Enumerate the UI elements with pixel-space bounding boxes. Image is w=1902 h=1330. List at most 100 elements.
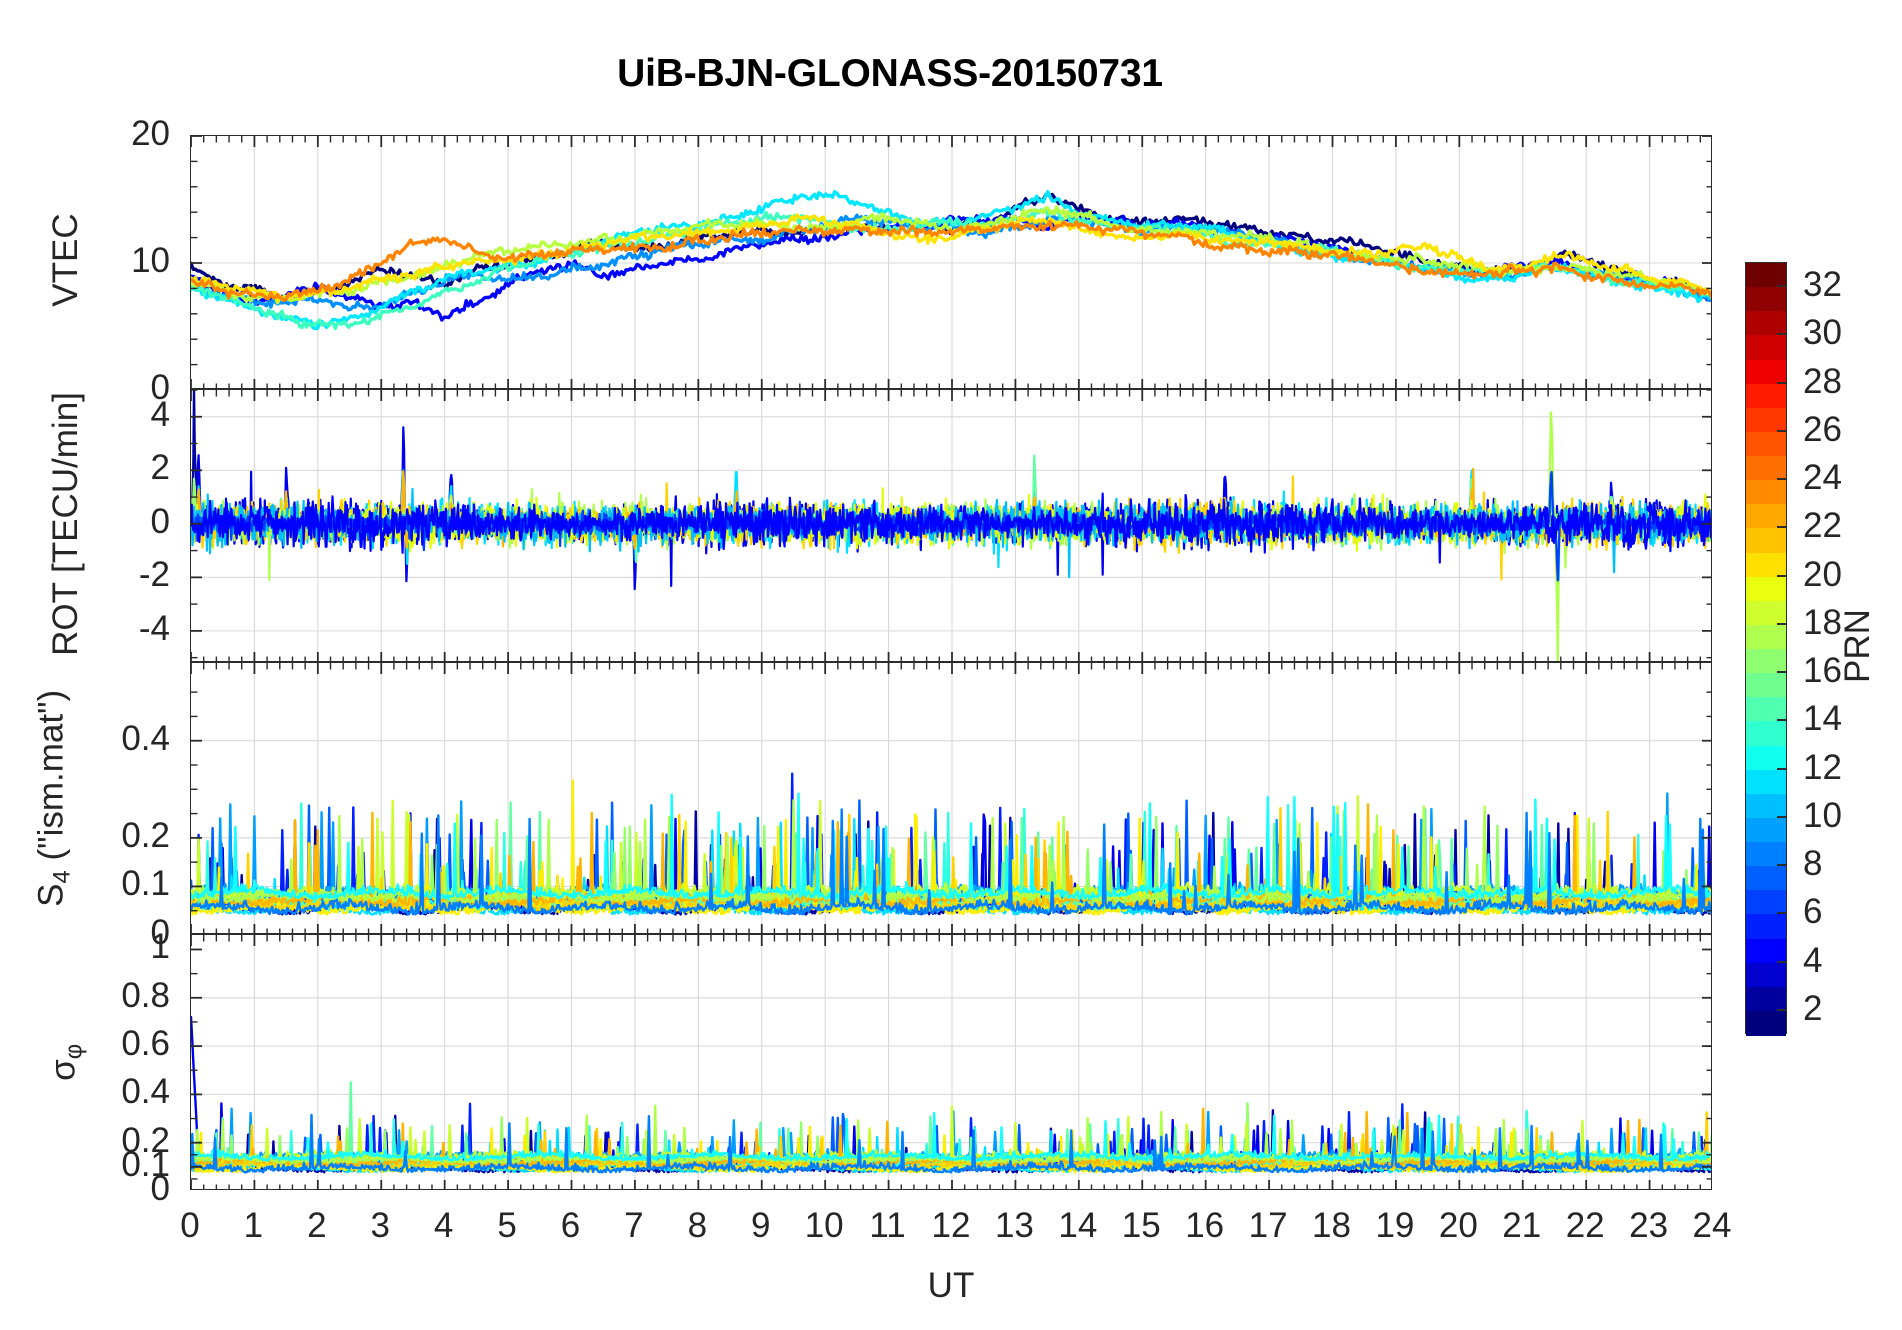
x-axis-label: UT (927, 1266, 975, 1305)
colorbar-swatch-11 (1746, 528, 1786, 554)
colorbar-tick-label-4: 24 (1803, 458, 1842, 498)
colorbar-tick-mark-0 (1777, 285, 1787, 288)
colorbar-swatch-27 (1746, 914, 1786, 940)
x-tick-label-12: 12 (931, 1206, 971, 1245)
y-tick-label-rot-0: 4 (150, 394, 170, 434)
colorbar-tick-mark-2 (1777, 381, 1787, 384)
y-axis-label-s4: S4 ("ism.mat") (31, 689, 76, 907)
figure-title: UiB-BJN-GLONASS-20150731 (617, 52, 1163, 95)
colorbar-tick-mark-13 (1777, 912, 1787, 915)
colorbar-swatch-3 (1746, 335, 1786, 361)
colorbar-label: PRN (1838, 609, 1877, 683)
colorbar-swatch-19 (1746, 721, 1786, 747)
y-tick-label-s4-2: 0.1 (121, 864, 170, 904)
y-axis-label-sigmaphi: σφ (43, 1043, 88, 1081)
colorbar-tick-mark-3 (1777, 429, 1787, 432)
colorbar-swatch-20 (1746, 745, 1786, 771)
colorbar-tick-mark-12 (1777, 864, 1787, 867)
x-tick-label-5: 5 (497, 1206, 517, 1245)
colorbar-tick-mark-9 (1777, 719, 1787, 722)
colorbar-tick-mark-4 (1777, 478, 1787, 481)
colorbar-tick-label-12: 8 (1803, 844, 1823, 884)
colorbar-swatch-17 (1746, 673, 1786, 698)
y-tick-label-s4-1: 0.2 (121, 815, 170, 855)
colorbar-swatch-28 (1746, 938, 1786, 964)
colorbar-swatch-23 (1746, 817, 1786, 843)
x-tick-label-1: 1 (243, 1206, 264, 1245)
colorbar-tick-label-5: 22 (1803, 506, 1842, 546)
colorbar-tick-mark-14 (1777, 960, 1787, 963)
colorbar-swatch-24 (1746, 842, 1786, 867)
y-tick-label-sigmaphi-4: 0.2 (121, 1120, 170, 1160)
colorbar-tick-mark-1 (1777, 333, 1787, 336)
x-tick-label-17: 17 (1248, 1206, 1288, 1245)
colorbar-swatch-4 (1746, 359, 1786, 385)
colorbar-tick-label-14: 4 (1803, 940, 1823, 980)
x-tick-label-6: 6 (560, 1206, 581, 1245)
colorbar-tick-mark-5 (1777, 526, 1787, 529)
colorbar[interactable] (1745, 262, 1787, 1036)
x-tick-label-24: 24 (1692, 1206, 1732, 1245)
subplot-canvas-vtec (191, 136, 1711, 388)
colorbar-tick-mark-15 (1777, 1008, 1787, 1011)
colorbar-swatch-29 (1746, 962, 1786, 988)
subplot-canvas-s4 (191, 663, 1711, 933)
colorbar-swatch-2 (1746, 311, 1786, 337)
y-tick-label-sigmaphi-6: 0 (150, 1169, 170, 1208)
colorbar-swatch-5 (1746, 383, 1786, 409)
colorbar-tick-label-10: 12 (1803, 747, 1842, 787)
y-tick-label-rot-4: -4 (138, 608, 170, 648)
y-tick-label-s4-3: 0 (150, 913, 170, 952)
colorbar-swatch-10 (1746, 504, 1786, 530)
colorbar-tick-label-6: 20 (1803, 554, 1842, 594)
colorbar-tick-mark-7 (1777, 622, 1787, 625)
x-tick-label-16: 16 (1185, 1206, 1225, 1245)
colorbar-tick-label-3: 26 (1803, 409, 1842, 449)
y-axis-label-vtec: VTEC (46, 213, 85, 307)
x-tick-label-18: 18 (1312, 1206, 1351, 1245)
colorbar-swatch-8 (1746, 456, 1786, 481)
y-tick-label-sigmaphi-0: 1 (150, 927, 170, 967)
y-axis-label-rot: ROT [TECU/min] (46, 391, 85, 656)
x-tick-label-22: 22 (1565, 1206, 1605, 1245)
subplot-s4[interactable] (190, 662, 1712, 934)
colorbar-tick-label-1: 30 (1803, 313, 1842, 353)
x-tick-label-4: 4 (433, 1206, 454, 1245)
colorbar-swatch-22 (1746, 793, 1786, 819)
colorbar-swatch-21 (1746, 769, 1786, 795)
colorbar-swatch-26 (1746, 890, 1786, 916)
colorbar-swatch-9 (1746, 480, 1786, 505)
y-tick-label-rot-2: 0 (150, 501, 170, 541)
x-tick-label-23: 23 (1629, 1206, 1669, 1245)
colorbar-swatch-7 (1746, 431, 1786, 457)
y-tick-label-vtec-2: 0 (150, 368, 170, 407)
colorbar-tick-label-9: 14 (1803, 699, 1842, 739)
subplot-vtec[interactable] (190, 135, 1712, 389)
colorbar-tick-label-13: 6 (1803, 892, 1823, 932)
x-tick-label-9: 9 (751, 1206, 771, 1245)
y-tick-label-sigmaphi-3: 0.4 (121, 1072, 170, 1112)
x-tick-label-8: 8 (687, 1206, 708, 1245)
colorbar-tick-mark-10 (1777, 767, 1787, 770)
y-tick-label-sigmaphi-2: 0.6 (121, 1024, 170, 1064)
colorbar-tick-label-7: 18 (1803, 602, 1842, 642)
subplot-rot[interactable] (190, 389, 1712, 662)
y-tick-label-sigmaphi-5: 0.1 (121, 1144, 170, 1184)
colorbar-tick-mark-6 (1777, 574, 1787, 577)
x-tick-label-20: 20 (1438, 1206, 1478, 1245)
colorbar-swatch-25 (1746, 866, 1786, 891)
colorbar-swatch-30 (1746, 986, 1786, 1012)
x-tick-label-21: 21 (1502, 1206, 1542, 1245)
x-tick-label-14: 14 (1058, 1206, 1098, 1245)
y-tick-label-sigmaphi-1: 0.8 (121, 975, 170, 1015)
colorbar-swatch-18 (1746, 697, 1786, 723)
x-tick-label-11: 11 (869, 1206, 906, 1245)
y-tick-label-s4-0: 0.4 (121, 718, 170, 758)
colorbar-swatch-15 (1746, 624, 1786, 650)
subplot-sigmaphi[interactable] (190, 934, 1712, 1190)
colorbar-swatch-16 (1746, 649, 1786, 674)
colorbar-tick-label-8: 16 (1803, 651, 1842, 691)
colorbar-tick-mark-8 (1777, 671, 1787, 674)
colorbar-tick-label-15: 2 (1803, 988, 1823, 1028)
subplot-canvas-sigmaphi (191, 935, 1711, 1189)
